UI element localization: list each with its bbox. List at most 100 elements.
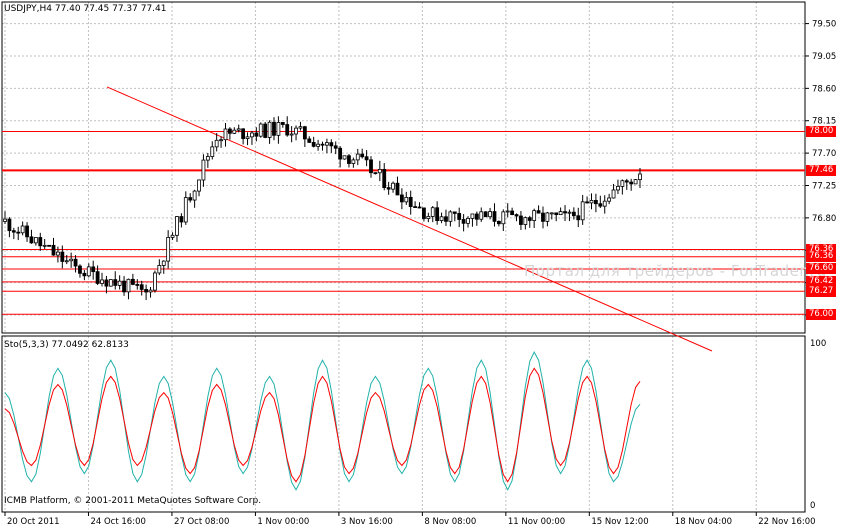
candle-body [139,284,144,290]
candle-body [452,211,457,214]
level-label: 76.00 [806,308,836,320]
trendline-line [106,86,713,352]
candle-body [117,280,122,286]
candle-body [307,138,312,143]
candle-body [532,210,537,221]
candle-body [448,211,453,222]
trendline[interactable] [106,86,713,352]
candle-body [95,271,100,284]
candle-body [505,210,510,213]
candle-body [611,189,616,199]
candle-body [232,129,237,134]
candle-body [501,211,506,225]
candle-body [113,279,118,286]
candle-body [157,265,162,274]
candle-body [289,133,294,136]
candle-body [166,237,171,262]
candle-body [523,217,528,225]
candle-body [91,266,96,273]
candle-body [395,182,400,196]
indicator-header: Sto(5,3,3) 77.0492 62.8133 [4,340,129,350]
candle-body [69,258,74,262]
candle-body [360,153,365,158]
grid [2,2,805,512]
candle-body [100,279,104,284]
candle-body [629,181,634,185]
candle-body [148,289,153,293]
price-label: 77.25 [812,181,836,191]
price-label: 77.70 [812,149,836,159]
level-label: 76.36 [806,244,836,256]
candle-body [205,156,210,161]
time-label: 1 Nov 00:00 [257,517,309,527]
candle-body [585,201,589,204]
candle-body [60,251,65,262]
candle-body [219,139,223,142]
candle-body [38,237,43,247]
candle-body [426,216,431,219]
candle-body [272,121,276,136]
candle-body [408,196,413,207]
candle-body [254,132,259,137]
candle-body [33,237,38,244]
candle-body [170,234,175,238]
candle-body [192,190,197,201]
candle-body [461,219,466,224]
candle-body [549,212,554,215]
price-label: 78.60 [812,84,836,94]
candle-body [236,128,241,131]
candle-body [316,143,320,147]
candle-body [78,265,82,274]
candle-body [104,279,109,287]
candle-body [42,244,47,247]
candle-body [320,143,325,146]
time-axis: 20 Oct 2011 24 Oct 16:00 27 Oct 08:00 1 Nov… [4,512,816,527]
candle-body [263,123,268,138]
candle-body [620,180,625,187]
candle-body [470,213,475,219]
candle-body [435,207,440,221]
candle-body [179,216,184,223]
candle-body [25,225,29,238]
candle-body [276,122,281,136]
candle-body [245,136,250,139]
candle-body [386,187,391,190]
candle-body [108,279,113,287]
candle-body [56,251,60,256]
candle-body [602,200,607,207]
level-label: 76.27 [806,285,836,297]
time-label: 27 Oct 08:00 [174,517,229,527]
candle-body [16,231,21,234]
candle-body [298,126,303,129]
candle-body [227,128,232,134]
candle-body [377,168,382,174]
indicator-scale-top: 100 [810,339,826,349]
candle-body [488,211,492,218]
candle-body [258,123,263,137]
candle-body [355,153,360,161]
candle-body [633,179,638,185]
candle-body [351,159,356,164]
candle-body [7,218,12,232]
time-label: 24 Oct 16:00 [90,517,145,527]
candle-body [47,244,51,247]
candle-body [483,211,488,218]
candle-body [214,139,219,148]
indicator-scale-bottom: 0 [810,501,815,511]
candle-body [576,215,581,221]
candle-body [598,203,603,207]
candle-body [130,278,135,285]
candle-body [325,142,329,146]
candle-body [311,142,316,147]
candle-body [514,214,519,217]
copyright: ICMB Platform, © 2001-2011 MetaQuotes So… [4,496,262,506]
time-label: 20 Oct 2011 [7,517,60,527]
candle-body [519,215,523,225]
indicator-pane-frame [1,335,806,513]
stochastic-lines [4,351,641,491]
candle-body [369,159,373,174]
watermark: Портал для трейдеров - ForTrader.ru [524,262,827,280]
main-header: USDJPY,H4 77.40 77.45 77.37 77.41 [4,4,167,14]
time-label: 11 Nov 00:00 [508,517,565,527]
